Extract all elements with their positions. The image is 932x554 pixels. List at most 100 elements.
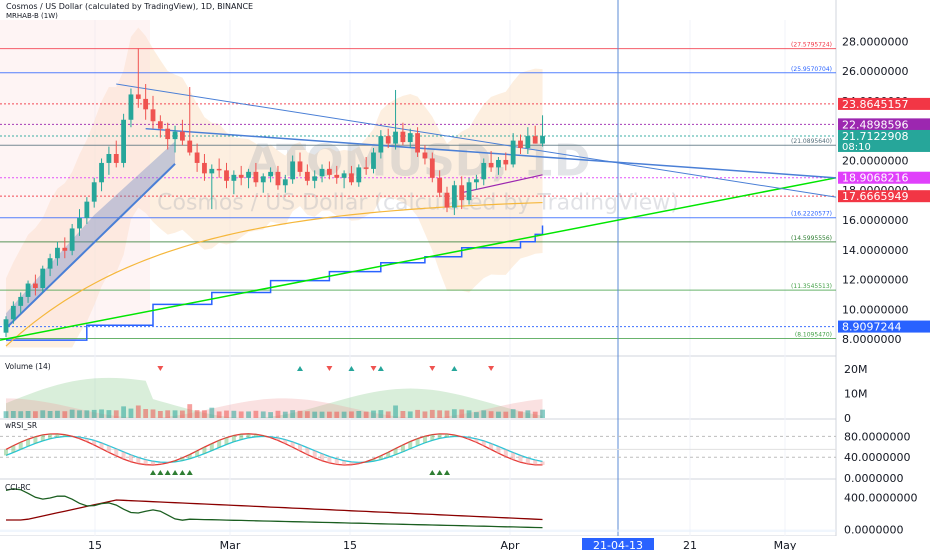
price-axis-tick: 8.0000000 (842, 333, 902, 346)
signal-arrow (297, 366, 303, 371)
volume-bar (91, 409, 97, 418)
volume-bar (25, 411, 31, 418)
volume-bar (437, 410, 443, 418)
candle-body (238, 174, 244, 178)
candle-body (224, 170, 229, 181)
candle-body (157, 121, 163, 129)
candle-body (202, 162, 207, 174)
candle-body (319, 168, 325, 177)
level-line-label: (16.2220577) (791, 211, 832, 218)
signal-arrow (348, 366, 355, 371)
volume-bar (202, 410, 207, 418)
candle-body (143, 98, 149, 110)
volume-bar (224, 410, 229, 418)
candle-body (275, 171, 281, 186)
volume-bar (422, 411, 428, 418)
volume-bar (216, 411, 222, 418)
candle-body (297, 161, 303, 172)
x-axis-tick: May (774, 539, 797, 550)
volume-bar (187, 404, 193, 418)
candle-body (69, 228, 75, 251)
candle-body (216, 168, 222, 171)
price-tag (838, 190, 930, 203)
price-tag (838, 129, 930, 152)
volume-bar (290, 410, 296, 418)
volume-bar (378, 410, 384, 418)
signal-arrow (326, 366, 333, 371)
volume-bar (172, 410, 178, 418)
candle-body (268, 171, 273, 177)
volume-bar (341, 411, 347, 418)
candle-body (91, 182, 97, 202)
candle-body (113, 154, 119, 163)
volume-bar (371, 410, 376, 418)
volume-bar (238, 411, 244, 418)
volume-bar (400, 411, 406, 418)
rsi-buy-marker (436, 470, 443, 475)
level-line-label: (21.0895640) (791, 138, 832, 145)
candle-body (444, 192, 450, 208)
indicator-title: MRHAB-B (1W) (6, 12, 58, 20)
green-trendline (0, 177, 837, 341)
ma-cloud (6, 141, 176, 329)
candle-body (165, 128, 171, 140)
candle-body (385, 136, 391, 144)
candle-body (40, 268, 46, 288)
candle-body (540, 136, 545, 144)
volume-bar (128, 408, 134, 418)
step-support-line (6, 225, 544, 341)
candle-body (312, 176, 318, 181)
x-axis-tick: 15 (343, 539, 357, 550)
volume-bar (260, 411, 266, 418)
cci-signal-line (6, 499, 543, 521)
candle-body (33, 283, 38, 288)
price-tag-countdown: 08:10 (842, 142, 871, 153)
candle-body (128, 94, 134, 120)
x-axis-tick: Apr (500, 539, 520, 550)
price-tag (838, 320, 930, 333)
signal-arrow (488, 366, 495, 371)
volume-bar (69, 409, 75, 418)
candle-body (187, 140, 193, 153)
volume-cloud-red (6, 398, 543, 418)
rsi-signal-line (5, 435, 543, 464)
candle-body (496, 159, 501, 168)
signal-arrow (429, 366, 436, 371)
candle-body (106, 154, 112, 163)
candle-body (290, 161, 296, 180)
candle-body (10, 305, 16, 320)
rsi-buy-marker (164, 470, 171, 475)
volume-bar (246, 411, 251, 418)
volume-bar (47, 411, 53, 418)
candle-body (231, 174, 237, 181)
candle-body (415, 133, 420, 153)
volume-bar (99, 409, 104, 418)
volume-pane-label: Volume (14) (5, 362, 51, 371)
price-tag-label: 18.9068216 (842, 172, 908, 185)
price-axis-tick: 20.0000000 (842, 154, 908, 167)
volume-bar (385, 411, 391, 418)
candle-body (429, 158, 435, 178)
volume-bar (10, 411, 16, 418)
rsi-buy-marker (429, 470, 436, 475)
volume-bar (319, 411, 325, 418)
volume-bar (135, 405, 141, 418)
level-line-label: (25.9570704) (791, 66, 832, 73)
cci-zero-band (0, 529, 836, 532)
volume-bar (77, 410, 82, 418)
candle-body (77, 218, 82, 229)
candle-body (99, 162, 104, 183)
volume-bar (540, 409, 545, 418)
candle-body (135, 94, 141, 99)
volume-bar (33, 411, 38, 418)
price-tag (838, 118, 930, 131)
candle-body (393, 131, 398, 144)
highlight-band (0, 20, 150, 326)
volume-bar (363, 411, 369, 418)
candle-body (260, 176, 266, 183)
volume-bar (451, 409, 457, 418)
candle-body (304, 171, 310, 181)
volume-bar (488, 411, 494, 418)
